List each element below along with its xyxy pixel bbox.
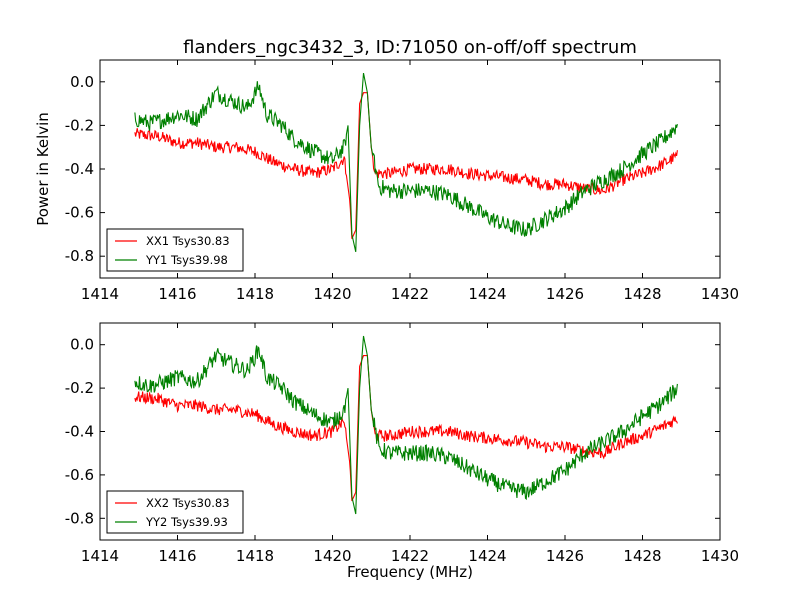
series-group xyxy=(134,335,678,515)
y-tick-label: 0.0 xyxy=(70,73,94,91)
x-axis-label: Frequency (MHz) xyxy=(347,563,473,581)
x-tick-label: 1416 xyxy=(158,285,196,303)
legend-box xyxy=(106,490,244,534)
x-tick-label: 1424 xyxy=(468,547,506,565)
x-tick-label: 1414 xyxy=(81,547,119,565)
legend-entry: XX2 Tsys30.83 xyxy=(146,496,230,510)
x-tick-label: 1414 xyxy=(81,285,119,303)
x-tick-label: 1428 xyxy=(623,285,661,303)
chart-title: flanders_ngc3432_3, ID:71050 on-off/off … xyxy=(183,37,637,58)
legend: XX2 Tsys30.83 YY2 Tsys39.93 xyxy=(106,490,244,534)
y-tick-label: -0.4 xyxy=(65,160,94,178)
y-tick-label: -0.4 xyxy=(65,423,94,441)
x-tick-label: 1420 xyxy=(313,285,351,303)
legend-entry: XX1 Tsys30.83 xyxy=(146,234,230,248)
bottom-subplot: 1414 1416 1418 1420 1422 1424 1426 1428 1430 0.0 -… xyxy=(65,322,739,581)
x-tick-label: 1416 xyxy=(158,547,196,565)
y-tick-label: -0.8 xyxy=(65,247,94,265)
series-group xyxy=(134,72,678,252)
x-tick-label: 1426 xyxy=(546,547,584,565)
x-tick-label: 1428 xyxy=(623,547,661,565)
legend-box xyxy=(106,228,244,272)
x-tick-label: 1426 xyxy=(546,285,584,303)
x-tick-label: 1420 xyxy=(313,547,351,565)
x-tick-label: 1418 xyxy=(236,285,274,303)
y-tick-label: -0.2 xyxy=(65,116,94,134)
x-tick-label: 1422 xyxy=(391,547,429,565)
series-line-yy xyxy=(134,335,678,515)
top-subplot: 1414 1416 1418 1420 1422 1424 1426 1428 1430 0.0 -… xyxy=(34,59,739,303)
y-tick-label: -0.8 xyxy=(65,509,94,527)
series-line-xx xyxy=(134,92,678,239)
y-tick-label: 0.0 xyxy=(70,336,94,354)
series-line-xx xyxy=(134,355,678,502)
legend: XX1 Tsys30.83 YY1 Tsys39.98 xyxy=(106,228,244,272)
y-tick-label: -0.6 xyxy=(65,204,94,222)
legend-entry: YY2 Tsys39.93 xyxy=(145,515,228,529)
x-tick-label: 1430 xyxy=(701,285,739,303)
y-axis-label: Power in Kelvin xyxy=(34,112,52,226)
x-tick-label: 1422 xyxy=(391,285,429,303)
series-line-yy xyxy=(134,72,678,252)
x-tick-label: 1424 xyxy=(468,285,506,303)
y-tick-label: -0.2 xyxy=(65,379,94,397)
legend-entry: YY1 Tsys39.98 xyxy=(145,253,228,267)
x-tick-label: 1418 xyxy=(236,547,274,565)
y-tick-label: -0.6 xyxy=(65,466,94,484)
x-tick-label: 1430 xyxy=(701,547,739,565)
